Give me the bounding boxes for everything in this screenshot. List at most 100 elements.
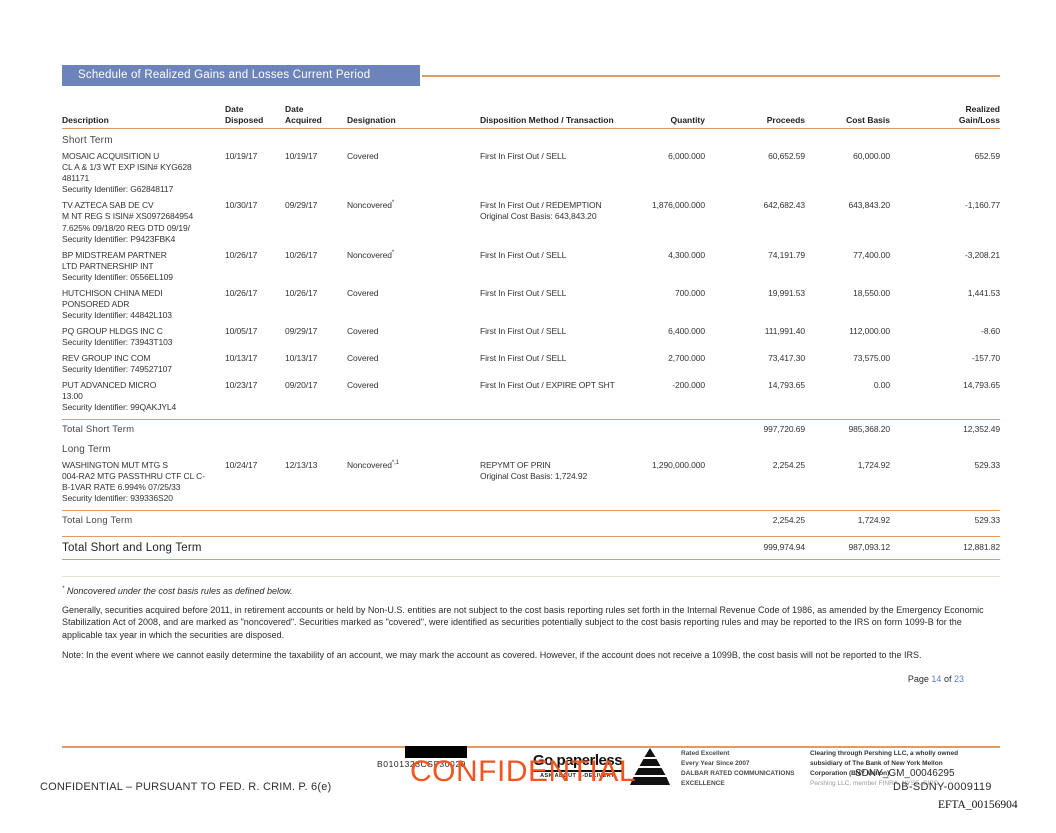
security-description: WASHINGTON MUT MTG S 004-RA2 MTG PASSTHRU… [62,460,225,504]
footnote-marker: * [62,585,65,592]
title-rule [422,74,1000,77]
method-line: REPYMT OF PRIN [480,460,551,471]
section-label: Long Term [62,444,111,456]
clearing-text: Clearing through Pershing LLC, a wholly … [810,750,959,777]
proceeds: 19,991.53 [768,287,805,298]
date-acquired: 09/29/17 [285,200,318,211]
gain-loss: 652.59 [974,151,1001,162]
gain-loss: 14,793.65 [963,380,1000,391]
grand-total-row: Total Short and Long Term 999,974.94 987,0… [62,535,1000,560]
disposition-method: First In First Out / REDEMPTION Original … [480,200,630,222]
description-line: MOSAIC ACQUISITION U [62,151,160,162]
gain-loss: -157.70 [971,353,1000,363]
table-row: PUT ADVANCED MICRO 13.00 Security Identifi… [62,375,1000,413]
disposition-method: First In First Out / SELL [480,151,630,162]
quantity: 1,290,000.000 [651,460,705,471]
description-line: 7.625% 09/18/20 REG DTD 09/19/ [62,222,190,233]
grand-total-label: Total Short and Long Term [62,541,202,554]
date-acquired: 10/26/17 [285,287,318,298]
table-row: MOSAIC ACQUISITION U CL A & 1/3 WT EXP IS… [62,146,1000,195]
proceeds: 642,682.43 [763,200,805,211]
date-disposed: 10/05/17 [225,325,258,336]
method-line: First In First Out / SELL [480,287,567,298]
total-gain-loss: 529.33 [974,515,1001,526]
method-line: First In First Out / SELL [480,325,567,336]
proceeds: 74,191.79 [768,249,805,260]
designation: Noncovered* [347,250,480,261]
bates-db-sdny: DB-SDNY-0009119 [893,781,992,793]
footnotes: * Noncovered under the cost basis rules … [62,575,1000,662]
title-row: Schedule of Realized Gains and Losses Cu… [62,65,1000,86]
total-proceeds: 2,254.25 [772,515,805,526]
description-line: Security Identifier: 0556EL109 [62,271,173,282]
col-header-cost-basis: Cost Basis [846,114,890,125]
security-description: PUT ADVANCED MICRO 13.00 Security Identifi… [62,380,225,413]
date-acquired: 12/13/13 [285,460,318,471]
designation: Covered [347,326,480,337]
go-paperless-title: Go paperless [533,752,623,772]
designation-footnote-marker: *,1 [391,460,399,467]
table-row: HUTCHISON CHINA MEDI PONSORED ADR Security… [62,283,1000,321]
member-text: Pershing LLC, member FINRA, NYSE, SIPC [810,780,939,788]
designation: Covered [347,380,480,391]
description-line: REV GROUP INC COM [62,353,151,363]
dalbar-pyramid-icon [630,748,670,785]
footnote-text: Noncovered under the cost basis rules as… [66,585,293,596]
page-total: 23 [953,673,964,684]
security-description: MOSAIC ACQUISITION U CL A & 1/3 WT EXP IS… [62,151,225,195]
table-row: BP MIDSTREAM PARTNER LTD PARTNERSHIP INT S… [62,245,1000,283]
note-paragraph: Note: In the event where we cannot easil… [62,650,922,661]
date-acquired: 09/20/17 [285,380,318,391]
date-acquired: 09/29/17 [285,325,318,336]
description-line: HUTCHISON CHINA MEDI [62,287,163,298]
description-line: Security Identifier: 749527107 [62,364,172,375]
cost-basis: 77,400.00 [853,249,890,260]
designation: Noncovered* [347,200,480,211]
cost-basis: 112,000.00 [849,325,890,336]
dalbar-rating-text: Rated Excellent Every Year Since 2007 DA… [681,750,795,788]
cost-basis: 60,000.00 [853,151,890,162]
proceeds: 111,991.40 [764,325,805,336]
description-line: LTD PARTNERSHIP INT [62,260,154,271]
total-cost-basis: 1,724.92 [857,515,890,526]
disposition-method: REPYMT OF PRIN Original Cost Basis: 1,724… [480,460,630,482]
page-label: Page [907,673,929,684]
quantity: 4,300.000 [668,249,705,260]
security-description: BP MIDSTREAM PARTNER LTD PARTNERSHIP INT S… [62,250,225,283]
description-line: Security Identifier: 939336S20 [62,493,173,504]
section-label: Short Term [62,135,113,147]
col-header-date-acquired: Date Acquired [285,104,322,125]
description-line: BP MIDSTREAM PARTNER [62,249,167,260]
method-line: First In First Out / EXPIRE OPT SHT [480,380,615,391]
cost-basis: 73,575.00 [853,353,890,363]
date-disposed: 10/13/17 [225,353,258,363]
cost-basis: 18,550.00 [853,287,890,298]
method-line: Original Cost Basis: 643,843.20 [480,211,597,222]
date-acquired: 10/19/17 [285,151,318,162]
col-header-realized-gain-loss: Realized Gain/Loss [958,104,1000,125]
designation-text: Covered [347,325,379,336]
total-row: Total Long Term 2,254.25 1,724.92 529.33 [62,510,1000,529]
footer-rule [62,746,1000,748]
page-current: 14 [931,673,942,684]
col-header-quantity: Quantity [670,114,705,125]
designation-text: Covered [347,380,379,391]
designation: Covered [347,353,480,364]
quantity: 6,000.000 [668,151,705,162]
date-disposed: 10/26/17 [225,287,258,298]
method-line: First In First Out / SELL [480,249,567,260]
table-row: TV AZTECA SAB DE CV M NT REG S ISIN# XS09… [62,195,1000,244]
date-disposed: 10/30/17 [225,200,258,211]
disposition-method: First In First Out / SELL [480,326,630,337]
description-line: TV AZTECA SAB DE CV [62,200,154,211]
designation: Noncovered*,1 [347,460,480,471]
description-line: B-1VAR RATE 6.994% 07/25/33 [62,482,181,493]
table-row: PQ GROUP HLDGS INC C Security Identifier:… [62,321,1000,348]
total-label: Total Long Term [62,515,133,527]
noncovered-footnote: * Noncovered under the cost basis rules … [62,586,1000,596]
method-line: First In First Out / REDEMPTION [480,200,602,211]
quantity: 6,400.000 [668,325,705,336]
disposition-method: First In First Out / SELL [480,288,630,299]
gain-loss: -1,160.77 [964,200,1000,211]
proceeds: 60,652.59 [768,151,805,162]
